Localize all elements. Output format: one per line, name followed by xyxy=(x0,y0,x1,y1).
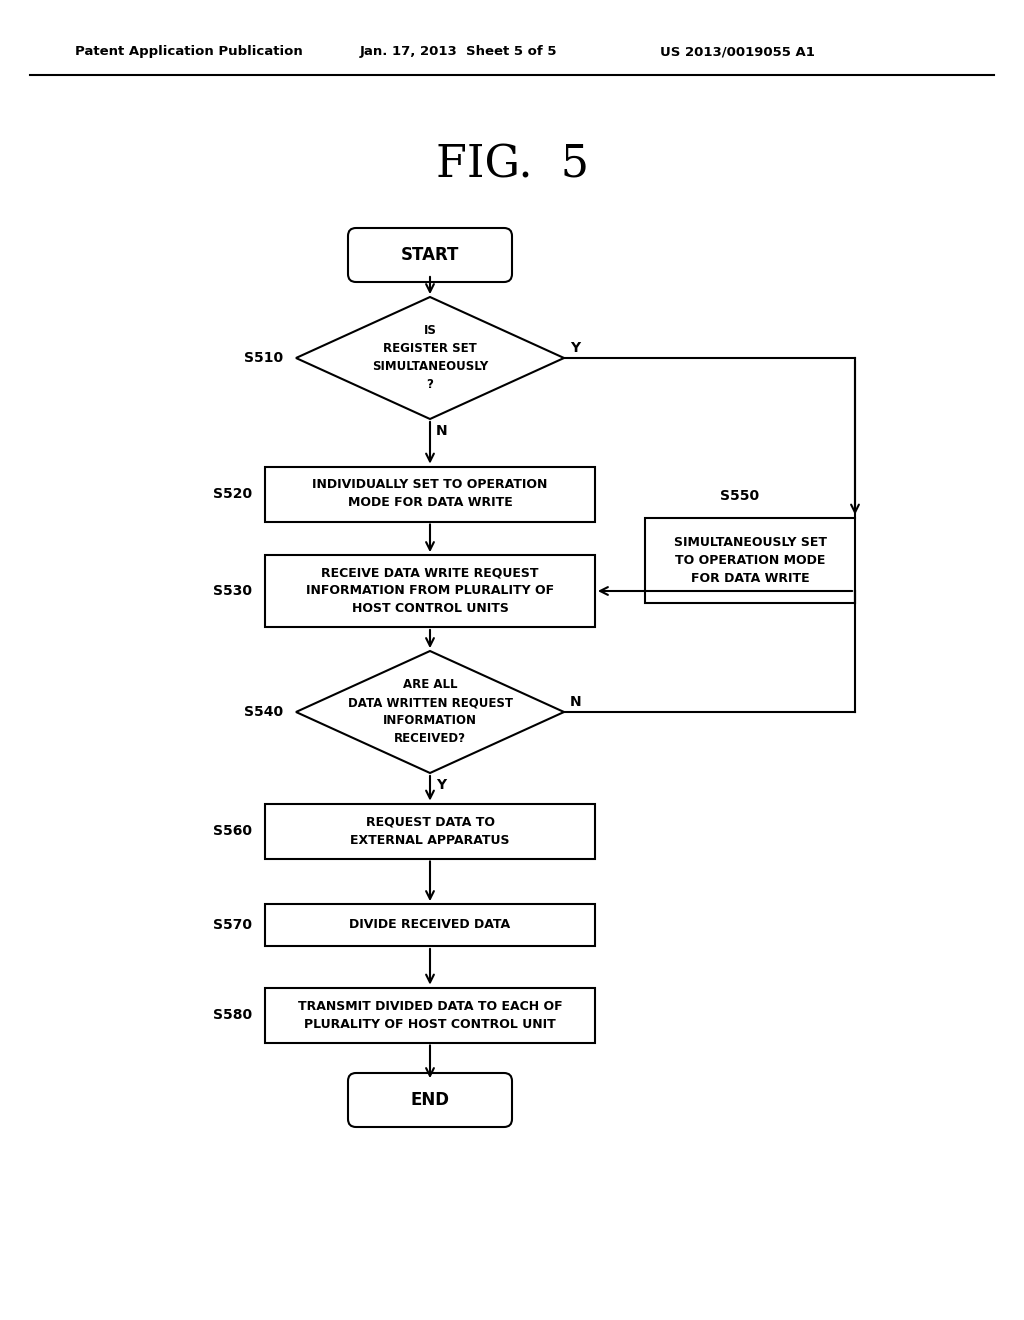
Text: ARE ALL
DATA WRITTEN REQUEST
INFORMATION
RECEIVED?: ARE ALL DATA WRITTEN REQUEST INFORMATION… xyxy=(347,678,512,746)
Text: S570: S570 xyxy=(213,917,252,932)
Text: INDIVIDUALLY SET TO OPERATION
MODE FOR DATA WRITE: INDIVIDUALLY SET TO OPERATION MODE FOR D… xyxy=(312,479,548,510)
Polygon shape xyxy=(296,297,564,418)
Bar xyxy=(265,554,595,627)
Text: REQUEST DATA TO
EXTERNAL APPARATUS: REQUEST DATA TO EXTERNAL APPARATUS xyxy=(350,816,510,846)
FancyBboxPatch shape xyxy=(348,1073,512,1127)
Text: FIG.  5: FIG. 5 xyxy=(435,144,589,186)
Text: S510: S510 xyxy=(244,351,283,366)
Text: Patent Application Publication: Patent Application Publication xyxy=(75,45,303,58)
Text: Jan. 17, 2013  Sheet 5 of 5: Jan. 17, 2013 Sheet 5 of 5 xyxy=(360,45,557,58)
Text: Y: Y xyxy=(436,777,446,792)
Text: IS
REGISTER SET
SIMULTANEOUSLY
?: IS REGISTER SET SIMULTANEOUSLY ? xyxy=(372,325,488,392)
Text: TRANSMIT DIVIDED DATA TO EACH OF
PLURALITY OF HOST CONTROL UNIT: TRANSMIT DIVIDED DATA TO EACH OF PLURALI… xyxy=(298,999,562,1031)
Text: RECEIVE DATA WRITE REQUEST
INFORMATION FROM PLURALITY OF
HOST CONTROL UNITS: RECEIVE DATA WRITE REQUEST INFORMATION F… xyxy=(306,566,554,615)
Text: S520: S520 xyxy=(213,487,252,502)
Text: S580: S580 xyxy=(213,1008,252,1022)
Bar xyxy=(265,466,595,521)
Text: START: START xyxy=(400,246,459,264)
Text: SIMULTANEOUSLY SET
TO OPERATION MODE
FOR DATA WRITE: SIMULTANEOUSLY SET TO OPERATION MODE FOR… xyxy=(674,536,826,585)
Bar xyxy=(265,804,595,858)
Text: S550: S550 xyxy=(721,488,760,503)
Polygon shape xyxy=(296,651,564,774)
Bar xyxy=(645,517,855,602)
Text: N: N xyxy=(436,424,447,438)
Text: S560: S560 xyxy=(213,824,252,838)
Text: US 2013/0019055 A1: US 2013/0019055 A1 xyxy=(660,45,815,58)
FancyBboxPatch shape xyxy=(348,228,512,282)
Text: N: N xyxy=(570,696,582,709)
Bar xyxy=(265,987,595,1043)
Text: S530: S530 xyxy=(213,583,252,598)
Text: S540: S540 xyxy=(244,705,283,719)
Text: DIVIDE RECEIVED DATA: DIVIDE RECEIVED DATA xyxy=(349,919,511,932)
Text: END: END xyxy=(411,1092,450,1109)
Bar xyxy=(265,904,595,946)
Text: Y: Y xyxy=(570,341,581,355)
